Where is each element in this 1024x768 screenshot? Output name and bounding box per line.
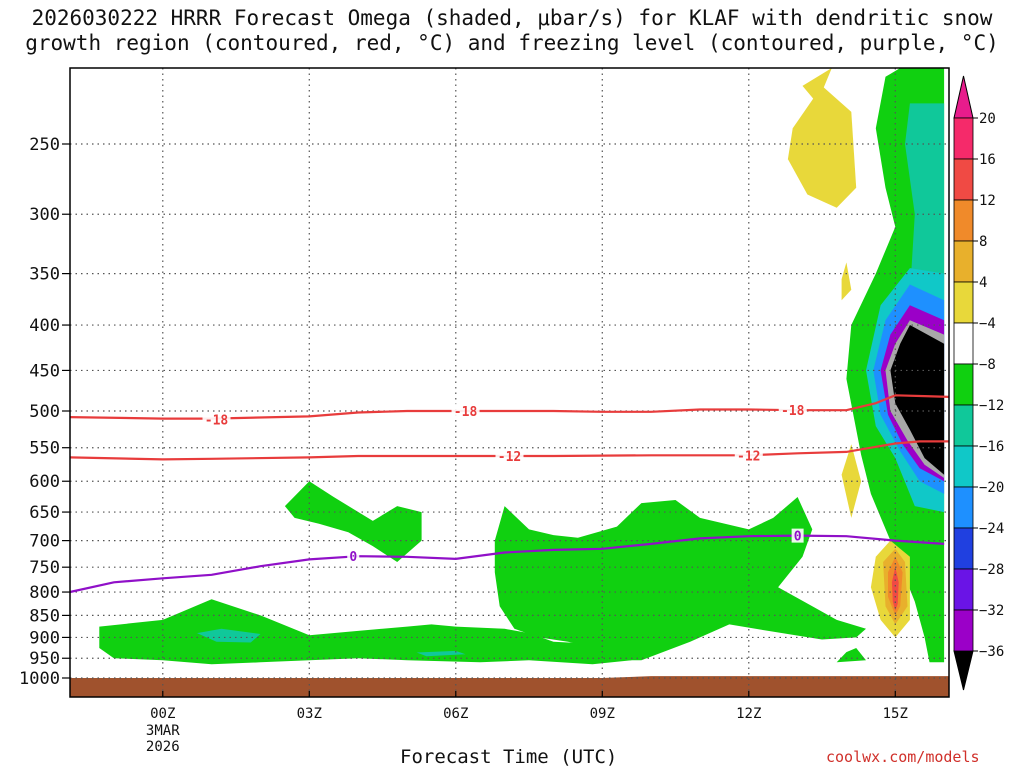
colorbar-label-7: −12 [979,398,1004,414]
axes: 2503003504004505005506006507007508008509… [19,67,950,755]
omega-region-0 [99,599,632,665]
x-tick-label-00Z: 00Z [150,706,175,722]
omega-region-2 [494,497,866,661]
x-tick-label-06Z: 06Z [443,706,468,722]
y-tick-label-400: 400 [29,316,60,336]
colorbar-label-6: −8 [979,357,996,373]
x-tick-label-03Z: 03Z [297,706,322,722]
y-tick-label-300: 300 [29,205,60,225]
colorbar-label-3: 8 [979,234,987,250]
colorbar-stripe-10 [953,527,974,570]
colorbar-stripe-8 [953,445,974,488]
chart-title: 2026030222 HRRR Forecast Omega (shaded, … [0,6,1024,56]
colorbar-label-11: −28 [979,562,1004,578]
y-tick-label-700: 700 [29,532,60,552]
colorbar-stripe-2 [953,199,974,242]
y-tick-label-500: 500 [29,402,60,422]
colorbar-stripe-9 [953,486,974,529]
x-tick-label-09Z: 09Z [590,706,615,722]
contour-label-3: -12 [498,450,521,465]
colorbar-top-arrow [953,75,974,119]
y-tick-label-250: 250 [29,135,60,155]
contour-label-6: 0 [794,530,802,545]
colorbar-stripe-7 [953,404,974,447]
temperature-contours: -18 -18 -18 -12 -12 0 0 [69,394,950,594]
omega-region-11 [197,628,261,643]
colorbar-label-9: −20 [979,480,1004,496]
contour-label-2: -18 [781,404,805,419]
contour-line--18 [69,394,950,420]
colorbar-label-2: 12 [979,193,996,209]
x-tick-sublabel-1: 2026 [146,739,180,755]
x-tick-label-12Z: 12Z [736,706,761,722]
colorbar: 20 16 12 8 4 −4 −8 −12 −16 −20 −24 −28 −32 −36 [953,75,1004,691]
colorbar-stripe-5 [953,322,974,365]
omega-region-12 [416,650,466,657]
y-tick-label-600: 600 [29,472,60,492]
contour-label-bg-6 [791,528,804,543]
y-tick-label-900: 900 [29,628,60,648]
omega-shading [70,68,949,697]
colorbar-stripe-6 [953,363,974,406]
contour-label-1: -18 [454,405,478,420]
contour-line--12 [69,440,949,461]
chart-title-line-2: growth region (contoured, red, °C) and f… [25,31,999,55]
x-axis-label: Forecast Time (UTC) [400,746,618,768]
y-tick-label-1000: 1000 [19,669,60,689]
contour-label-bg-0 [202,412,231,427]
colorbar-label-4: 4 [979,275,987,291]
y-tick-label-750: 750 [29,558,60,578]
plot-frame [69,67,950,698]
chart-title-line-1: 2026030222 HRRR Forecast Omega (shaded, … [31,6,993,30]
contour-label-bg-1 [451,404,480,418]
colorbar-stripe-3 [953,240,974,283]
x-tick-label-15Z: 15Z [883,706,908,722]
colorbar-label-1: 16 [979,152,996,168]
y-tick-label-650: 650 [29,503,60,523]
contour-label-bg-2 [778,403,807,418]
y-tick-label-800: 800 [29,583,60,603]
omega-region-1 [284,481,422,562]
contour-label-bg-4 [734,448,763,463]
colorbar-bottom-arrow [953,650,974,691]
colorbar-stripe-4 [953,281,974,324]
colorbar-label-12: −32 [979,603,1004,619]
colorbar-label-10: −24 [979,521,1004,537]
contour-label-5: 0 [349,550,357,565]
colorbar-label-0: 20 [979,111,996,127]
colorbar-stripe-12 [953,609,974,652]
colorbar-label-13: −36 [979,644,1004,660]
terrain-fill [70,676,949,697]
colorbar-stripe-0 [953,117,974,160]
omega-region-10 [890,325,945,475]
colorbar-label-5: −4 [979,316,996,332]
contour-label-4: -12 [737,449,760,464]
colorbar-stripe-1 [953,158,974,201]
colorbar-label-8: −16 [979,439,1004,455]
credit-link[interactable]: coolwx.com/models [826,748,980,766]
contour-label-bg-5 [347,549,360,564]
omega-region-15 [841,262,852,301]
omega-region-20 [891,567,899,611]
omega-region-3 [836,648,866,663]
y-tick-label-450: 450 [29,361,60,381]
x-tick-sublabel-0: 3MAR [146,723,180,739]
y-tick-label-550: 550 [29,439,60,459]
omega-region-14 [802,68,832,104]
contour-label-bg-3 [495,449,524,464]
omega-region-13 [787,85,857,208]
y-tick-label-950: 950 [29,649,60,669]
y-tick-label-850: 850 [29,606,60,626]
contour-label-0: -18 [205,413,229,428]
colorbar-stripe-11 [953,568,974,611]
y-tick-label-350: 350 [29,265,60,285]
